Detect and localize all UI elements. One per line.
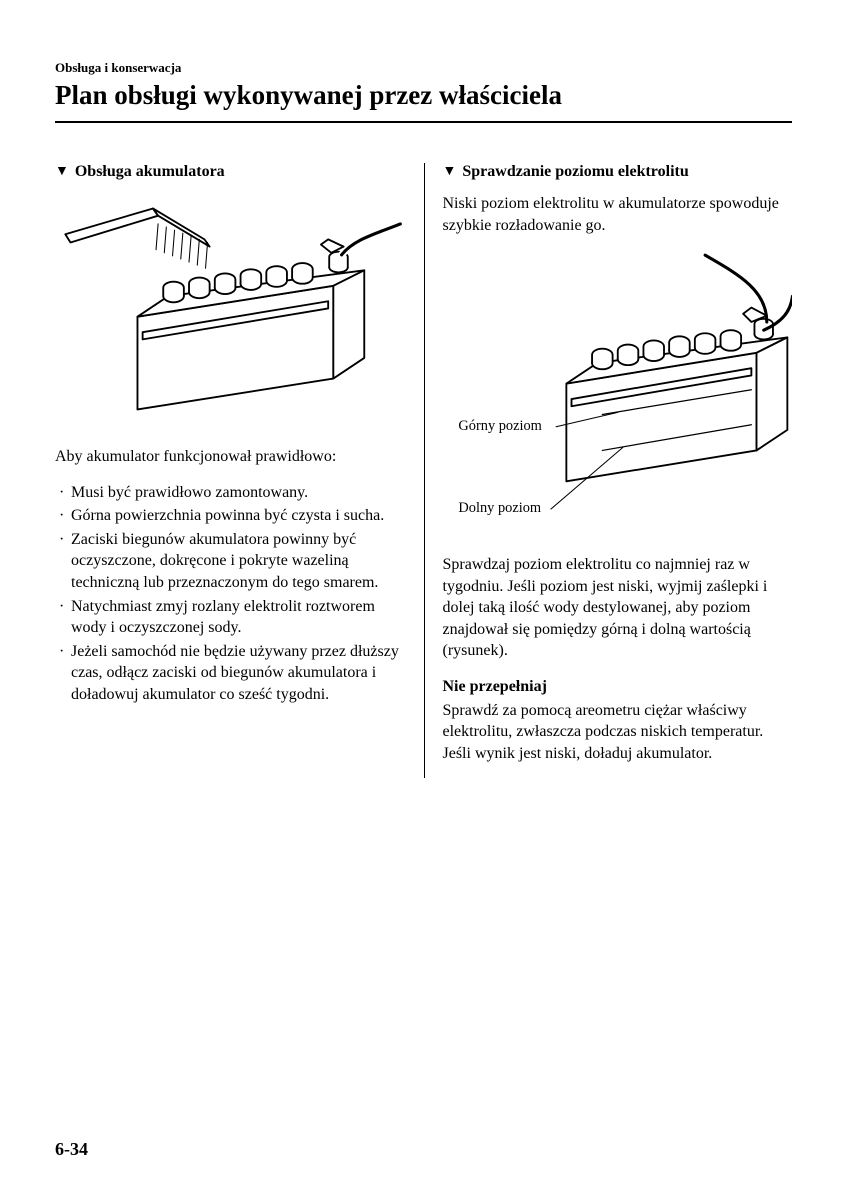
content-columns: ▼ Obsługa akumulatora — [55, 163, 792, 778]
triangle-icon: ▼ — [55, 164, 69, 180]
upper-level-label: Górny poziom — [458, 418, 541, 434]
list-item: Natychmiast zmyj rozlany elektrolit rozt… — [59, 596, 406, 639]
title-rule — [55, 121, 792, 123]
triangle-icon: ▼ — [443, 164, 457, 180]
right-para1: Sprawdzaj poziom elektrolitu co najmniej… — [443, 554, 793, 662]
breadcrumb: Obsługa i konserwacja — [55, 60, 792, 76]
page-number: 6-34 — [55, 1139, 88, 1160]
right-subheading-text: Sprawdzanie poziomu elektrolitu — [462, 163, 688, 180]
right-subheading: ▼ Sprawdzanie poziomu elektrolitu — [443, 163, 793, 181]
left-subheading-text: Obsługa akumulatora — [75, 163, 225, 180]
battery-figure-right: Górny poziom Dolny poziom — [443, 250, 793, 538]
right-intro: Niski poziom elektrolitu w akumulatorze … — [443, 193, 793, 236]
left-intro: Aby akumulator funkcjonował prawidłowo: — [55, 446, 406, 468]
left-bullet-list: Musi być prawidłowo zamontowany. Górna p… — [55, 482, 406, 706]
page-header: Obsługa i konserwacja Plan obsługi wykon… — [55, 60, 792, 123]
left-subheading: ▼ Obsługa akumulatora — [55, 163, 406, 181]
battery-figure-left — [55, 193, 406, 430]
battery-level-svg: Górny poziom Dolny poziom — [443, 250, 793, 538]
page-title: Plan obsługi wykonywanej przez właścicie… — [55, 80, 792, 121]
lower-level-label: Dolny poziom — [458, 500, 541, 516]
list-item: Musi być prawidłowo zamontowany. — [59, 482, 406, 504]
warn-title: Nie przepełniaj — [443, 676, 793, 698]
right-para2: Sprawdź za pomocą areometru ciężar właśc… — [443, 700, 793, 765]
list-item: Górna powierzchnia powinna być czysta i … — [59, 505, 406, 527]
list-item: Zaciski biegunów akumulatora powinny być… — [59, 529, 406, 594]
right-column: ▼ Sprawdzanie poziomu elektrolitu Niski p… — [424, 163, 793, 778]
battery-brush-svg — [55, 193, 406, 430]
left-column: ▼ Obsługa akumulatora — [55, 163, 424, 778]
list-item: Jeżeli samochód nie będzie używany przez… — [59, 641, 406, 706]
